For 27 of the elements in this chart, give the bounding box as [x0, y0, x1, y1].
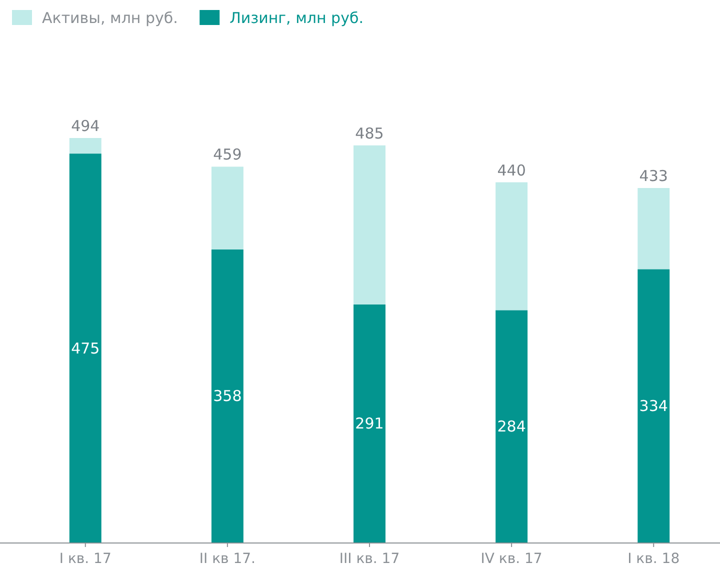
data-label: 291 — [355, 414, 384, 433]
bar — [354, 304, 386, 543]
bar — [638, 188, 670, 270]
data-label: 284 — [497, 418, 526, 436]
bar — [69, 138, 102, 154]
total-label: 440 — [497, 161, 526, 180]
bar — [211, 166, 244, 250]
total-label: 459 — [213, 146, 242, 164]
total-label: 433 — [639, 167, 668, 186]
data-label: 334 — [639, 397, 668, 416]
x-tick-label: IV кв. 17 — [480, 551, 542, 567]
x-tick-label: II кв 17. — [199, 551, 256, 567]
total-label: 494 — [71, 117, 100, 135]
total-label: 485 — [355, 124, 384, 142]
bar — [211, 250, 244, 543]
bar — [496, 182, 528, 310]
legend-label: Активы, млн руб. — [42, 9, 178, 27]
bar — [354, 145, 386, 304]
bar — [69, 154, 102, 543]
data-label: 475 — [71, 339, 100, 358]
x-tick-label: III кв. 17 — [339, 551, 400, 567]
x-tick-label: I кв. 17 — [59, 551, 112, 567]
data-label: 358 — [213, 387, 242, 406]
bar — [638, 269, 670, 543]
bar — [496, 310, 528, 543]
x-tick-label: I кв. 18 — [628, 551, 680, 567]
legend-label: Лизинг, млн руб. — [230, 9, 364, 27]
